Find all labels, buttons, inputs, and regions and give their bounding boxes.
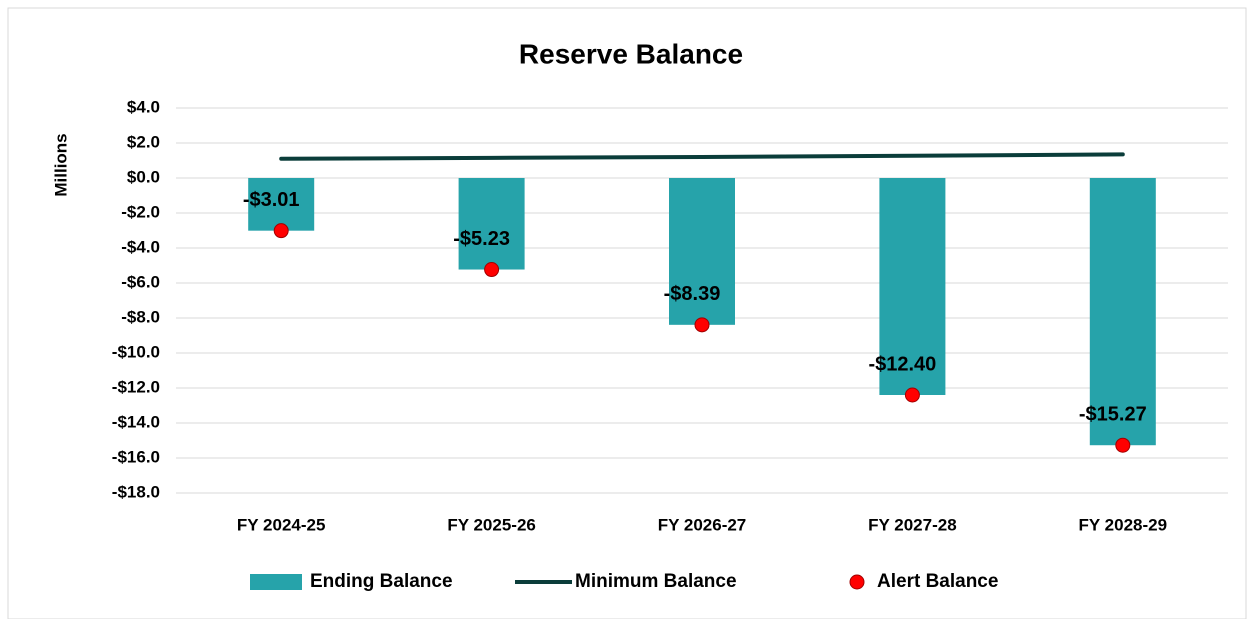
chart-title: Reserve Balance [519, 38, 743, 69]
legend-label: Ending Balance [310, 571, 453, 592]
y-tick-label: -$8.0 [121, 307, 160, 326]
y-tick-label: $0.0 [127, 167, 160, 186]
bar [879, 178, 946, 395]
y-tick-label: -$12.0 [112, 377, 160, 396]
legend-swatch [849, 574, 865, 590]
point [484, 262, 500, 278]
bar [248, 178, 315, 231]
x-tick-label: FY 2027-28 [868, 515, 957, 534]
bar [1089, 178, 1156, 446]
bar [458, 178, 525, 270]
x-tick-label: FY 2028-29 [1079, 515, 1168, 534]
x-tick-label: FY 2024-25 [237, 515, 326, 534]
x-tick-label: FY 2026-27 [658, 515, 747, 534]
y-tick-label: $4.0 [127, 97, 160, 116]
y-tick-label: $2.0 [127, 132, 160, 151]
x-tick-label: FY 2025-26 [447, 515, 536, 534]
y-tick-label: -$2.0 [121, 202, 160, 221]
y-tick-label: -$10.0 [112, 342, 160, 361]
point [904, 387, 920, 403]
y-tick-label: -$4.0 [121, 237, 160, 256]
point [1115, 437, 1131, 453]
data-label: -$8.39 [664, 283, 721, 305]
y-tick-label: -$6.0 [121, 272, 160, 291]
data-label: -$5.23 [453, 228, 510, 250]
point [694, 317, 710, 333]
legend-label: Alert Balance [877, 571, 998, 592]
legend-swatch [250, 574, 302, 590]
y-tick-label: -$14.0 [112, 412, 160, 431]
data-label: -$3.01 [243, 189, 300, 211]
point [273, 223, 289, 239]
data-label: -$15.27 [1079, 404, 1147, 426]
chart-border [7, 7, 1247, 620]
line [279, 152, 1125, 161]
y-tick-label: -$18.0 [112, 482, 160, 501]
y-axis-label: Millions [51, 133, 70, 196]
legend-label: Minimum Balance [575, 571, 737, 592]
bar [669, 178, 735, 325]
y-tick-label: -$16.0 [112, 447, 160, 466]
data-label: -$12.40 [868, 353, 936, 375]
